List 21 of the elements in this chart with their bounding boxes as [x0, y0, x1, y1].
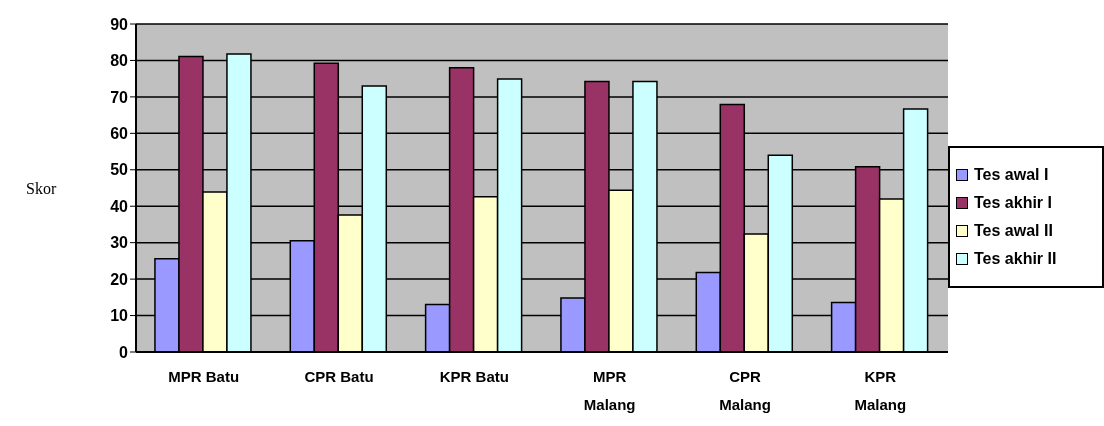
x-tick-label: CPR Batu — [304, 368, 374, 385]
y-tick-label: 90 — [110, 15, 129, 33]
y-tick-label: 50 — [110, 161, 129, 179]
y-tick-label: 20 — [110, 270, 129, 288]
y-tick-label: 30 — [110, 234, 129, 252]
y-tick-label: 0 — [119, 343, 129, 361]
x-tick-label: KPR Batu — [439, 368, 509, 385]
legend-label: Tes awal I — [974, 166, 1049, 184]
x-tick-label: KPR Malang — [854, 368, 907, 413]
x-tick-label: MPR Batu — [168, 368, 240, 385]
y-tick-label: 10 — [110, 307, 129, 325]
y-tick-label: 60 — [110, 125, 129, 143]
x-tick-label: MPR Malang — [583, 368, 636, 413]
x-tick-label: CPR Malang — [719, 368, 771, 413]
y-axis-title: Skor — [26, 179, 57, 197]
legend-label: Tes akhir I — [974, 194, 1052, 212]
y-tick-label: 70 — [110, 88, 129, 106]
y-tick-label: 80 — [110, 52, 129, 70]
legend-label: Tes akhir II — [974, 250, 1057, 268]
legend-label: Tes awal II — [974, 222, 1053, 240]
y-tick-label: 40 — [110, 197, 129, 215]
